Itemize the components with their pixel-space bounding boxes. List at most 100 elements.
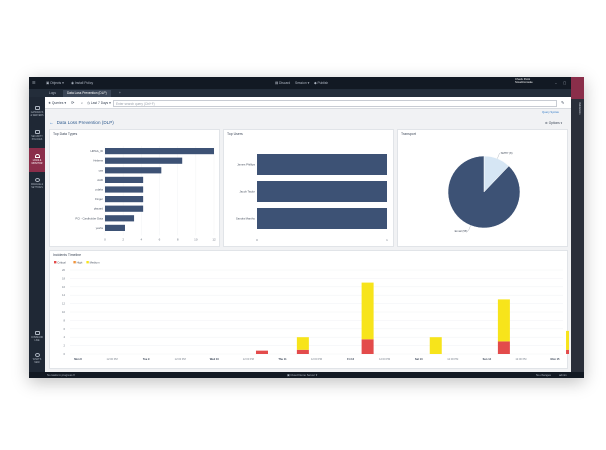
- data-bar: [257, 208, 387, 229]
- info-icon: [34, 353, 40, 357]
- discard-label: Discard: [279, 81, 291, 85]
- objects-panel-toggle[interactable]: [571, 77, 584, 99]
- sidebar-label: NEW: [34, 361, 40, 364]
- tab-dlp[interactable]: Data Loss Prevention (DLP): [63, 90, 111, 97]
- x-tick-label: 12:00 PM: [107, 357, 118, 361]
- gateways-icon: [34, 106, 40, 110]
- right-panel: Validations: [571, 77, 584, 372]
- x-tick-label: 12:00 PM: [515, 357, 526, 361]
- queries-button[interactable]: ★ Queries ▾: [48, 101, 66, 105]
- sidebar-item-manage-settings[interactable]: MANAGE & SETTINGS: [29, 172, 45, 196]
- x-tick-label: 10: [194, 237, 198, 241]
- maximize-icon[interactable]: ▢: [563, 81, 567, 85]
- title-bar: ☰ ▣ Objects ▾ ◉ Install Policy ▤ Discard…: [29, 77, 584, 89]
- validations-tab[interactable]: Validations: [578, 102, 581, 115]
- legend-label: Critical: [57, 260, 66, 264]
- y-tick-label: PCI - Cardholder Data: [75, 216, 103, 220]
- data-bar: [257, 154, 387, 175]
- x-tick-label: Mon 15: [551, 357, 560, 361]
- stacked-bar-segment: [255, 350, 268, 354]
- y-tick-label: AAD: [97, 178, 103, 182]
- new-tab-button[interactable]: +: [119, 91, 121, 95]
- refresh-icon[interactable]: ⟳: [71, 100, 75, 105]
- x-tick-label: Mon 8: [74, 357, 82, 361]
- pie-leader-line: [468, 225, 471, 232]
- discard-button[interactable]: ▤ Discard: [275, 81, 291, 85]
- session-button[interactable]: Session ▾: [295, 81, 310, 85]
- server-status-text: Cloud Demo Server: [290, 373, 315, 377]
- sidebar-label: POLICIES: [31, 138, 43, 141]
- query-syntax-link[interactable]: Query Syntax: [542, 110, 559, 114]
- sidebar-item-security-policies[interactable]: SECURITY POLICIES: [29, 124, 45, 148]
- y-tick-label: placard: [94, 207, 104, 211]
- y-tick-label: Jacob Taylor: [239, 190, 255, 194]
- sidebar-label: LINE: [34, 339, 40, 342]
- x-tick-label: Fri 12: [347, 357, 354, 361]
- data-bar: [105, 167, 162, 174]
- y-tick-label: pdaks: [96, 188, 104, 192]
- sidebar-item-whats-new[interactable]: WHAT'S NEW: [29, 347, 45, 371]
- publish-button[interactable]: ◆ Publish: [314, 81, 329, 85]
- tasks-status[interactable]: No tasks in progress ▾: [47, 373, 75, 377]
- sidebar-item-command-line[interactable]: COMMAND LINE: [29, 325, 45, 349]
- install-policy-button[interactable]: ◉ Install Policy: [71, 81, 94, 85]
- stacked-bar-segment: [497, 341, 510, 354]
- sidebar-item-gateways[interactable]: GATEWAYS & SERVERS: [29, 100, 45, 124]
- sidebar-label: LOGS &: [32, 160, 42, 162]
- tab-bar: Logs Data Loss Prevention (DLP) +: [29, 89, 571, 97]
- x-tick-label: 6: [159, 237, 161, 241]
- sidebar-label: SETTINGS: [31, 186, 43, 189]
- search-input[interactable]: Enter search query (Ctrl+F): [113, 99, 557, 107]
- stacked-bar-segment: [497, 299, 510, 342]
- x-tick-label: 2: [122, 237, 124, 241]
- back-arrow-icon[interactable]: ←: [49, 120, 54, 125]
- transport-card: Transport SMTP (8) Email (58): [397, 129, 568, 247]
- data-bar: [105, 176, 144, 183]
- x-tick-label: 12:00 PM: [243, 357, 254, 361]
- time-range-select[interactable]: ◷ Last 7 Days ▾: [87, 101, 111, 105]
- query-help-icon[interactable]: ✎: [561, 100, 565, 105]
- search-icon[interactable]: ⌕: [81, 101, 84, 105]
- y-tick-label: Finger: [95, 197, 103, 201]
- server-status: ▣ Cloud Demo Server ▾: [287, 373, 318, 377]
- sidebar-item-logs-monitor[interactable]: LOGS & MONITOR: [29, 148, 45, 172]
- y-tick-label: cas: [99, 168, 104, 172]
- x-tick-label: Thu 11: [278, 357, 287, 361]
- x-tick-label: 12:00 PM: [311, 357, 322, 361]
- top-users-chart: 0 1 James Phillips Jacob Taylor Sandra Manth…: [236, 154, 388, 242]
- pie-slice: [447, 155, 521, 229]
- data-bar: [105, 224, 125, 231]
- y-tick-label: 20: [62, 268, 65, 272]
- card-title: Transport: [401, 132, 416, 136]
- changes-status: No changes: [536, 373, 551, 377]
- y-tick-label: HIPAA_ID: [90, 149, 103, 153]
- x-tick-label: 4: [140, 237, 142, 241]
- install-policy-label: Install Policy: [74, 81, 94, 85]
- gear-icon: [34, 178, 40, 182]
- x-tick-label: 1: [386, 238, 388, 242]
- tab-logs[interactable]: Logs: [49, 91, 56, 95]
- x-tick-label: Sat 13: [415, 357, 423, 361]
- app-menu-icon[interactable]: ☰: [32, 80, 36, 85]
- data-bar: [105, 186, 144, 193]
- y-tick-label: 12: [62, 302, 65, 306]
- sidebar-label: SECURITY: [31, 136, 43, 138]
- x-tick-label: 0: [104, 237, 106, 241]
- policies-icon: [34, 130, 40, 134]
- legend-swatch: [86, 261, 89, 264]
- stacked-bar-segment: [296, 337, 309, 350]
- y-tick-label: yeshs: [96, 226, 104, 230]
- sidebar-label: MONITOR: [31, 162, 43, 165]
- top-data-types-card: Top Data Types 0 2 4 6 8 10 12 HIPAA_ID Hebrew ca…: [49, 129, 220, 247]
- x-tick-label: 12:00 PM: [379, 357, 390, 361]
- sidebar-label: MANAGE &: [30, 184, 44, 186]
- y-tick-label: 14: [62, 293, 65, 297]
- stacked-bar-segment: [296, 349, 309, 354]
- card-title: Top Data Types: [53, 132, 78, 136]
- incidents-timeline-chart: Critical High Medium 0 2 4 6 8 10 12 14 16 18 20 Mon 8…: [54, 260, 579, 361]
- data-bar: [257, 181, 387, 202]
- objects-menu[interactable]: ▣ Objects ▾: [46, 81, 64, 85]
- options-button[interactable]: ⚙ Options ▾: [545, 121, 563, 125]
- minimize-icon[interactable]: –: [555, 81, 557, 85]
- time-range-label: Last 7 Days: [90, 101, 109, 105]
